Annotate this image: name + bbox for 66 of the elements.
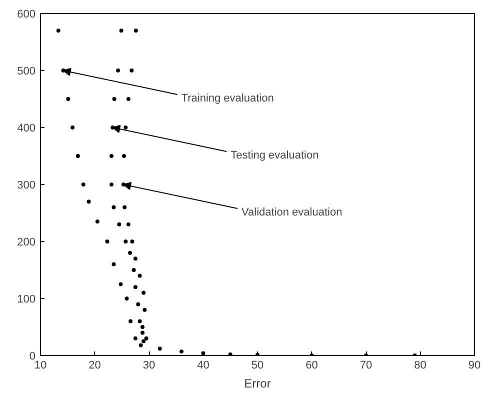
point xyxy=(140,325,144,329)
point xyxy=(81,182,86,186)
point xyxy=(136,302,140,306)
x-tick-label: 60 xyxy=(306,360,318,372)
point xyxy=(138,274,142,278)
point xyxy=(142,290,146,295)
point xyxy=(110,154,114,158)
point xyxy=(70,126,75,130)
point xyxy=(158,346,162,351)
point xyxy=(130,240,134,244)
point xyxy=(124,126,128,130)
point xyxy=(76,154,80,158)
y-tick-label: 500 xyxy=(17,66,36,78)
point xyxy=(119,28,124,33)
x-tick-label: 90 xyxy=(468,360,481,372)
point xyxy=(128,250,132,255)
point xyxy=(228,352,232,356)
y-tick-label: 0 xyxy=(29,350,36,362)
point xyxy=(124,296,129,300)
y-tick-label: 400 xyxy=(17,122,36,134)
point xyxy=(117,222,122,226)
point xyxy=(66,97,70,101)
x-axis-title: Error xyxy=(244,376,271,390)
point xyxy=(138,343,143,348)
point xyxy=(122,205,127,210)
y-tick-label: 300 xyxy=(17,180,36,192)
point xyxy=(132,268,136,272)
point xyxy=(133,256,138,261)
point xyxy=(180,350,184,354)
point xyxy=(126,222,130,226)
y-tick-label: 600 xyxy=(17,8,36,20)
point xyxy=(116,68,120,72)
point xyxy=(142,308,147,312)
point xyxy=(112,205,116,210)
point xyxy=(86,200,91,204)
point xyxy=(134,28,138,33)
y-tick-label: 100 xyxy=(17,294,36,306)
x-tick-label: 50 xyxy=(251,360,264,372)
point xyxy=(110,182,114,186)
point xyxy=(133,285,138,290)
x-tick-label: 10 xyxy=(34,360,47,372)
x-tick-label: 80 xyxy=(414,360,426,372)
point xyxy=(133,336,138,340)
point xyxy=(112,262,116,266)
point xyxy=(56,28,60,33)
point xyxy=(128,319,133,324)
point xyxy=(122,154,126,158)
point xyxy=(140,330,144,335)
x-tick-label: 70 xyxy=(360,360,372,372)
point xyxy=(130,68,134,72)
point xyxy=(95,220,100,224)
point xyxy=(144,336,148,340)
x-tick-label: 30 xyxy=(142,360,156,372)
point xyxy=(112,97,116,101)
x-tick-label: 20 xyxy=(88,360,101,372)
x-tick-label: 40 xyxy=(197,360,210,372)
point xyxy=(124,240,128,244)
annotation: Validation evaluation xyxy=(242,206,342,218)
annotation: Training evaluation xyxy=(181,92,274,104)
point xyxy=(142,339,146,344)
point xyxy=(138,319,142,324)
annotation: Testing evaluation xyxy=(230,150,319,162)
y-tick-label: 200 xyxy=(17,236,36,248)
point xyxy=(105,240,110,244)
point xyxy=(126,97,130,101)
point xyxy=(118,282,123,286)
